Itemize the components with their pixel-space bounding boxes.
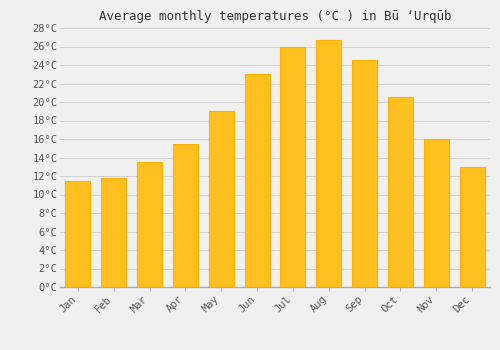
Bar <box>280 47 305 287</box>
Bar <box>424 139 449 287</box>
Bar <box>137 162 162 287</box>
Bar <box>244 74 270 287</box>
Bar <box>460 167 484 287</box>
Bar <box>316 40 342 287</box>
Bar <box>101 178 126 287</box>
Bar <box>208 111 234 287</box>
Bar <box>66 181 90 287</box>
Bar <box>352 60 377 287</box>
Bar <box>388 97 413 287</box>
Title: Average monthly temperatures (°C ) in Bū ‘Urqūb: Average monthly temperatures (°C ) in Bū… <box>99 10 451 23</box>
Bar <box>173 144 198 287</box>
